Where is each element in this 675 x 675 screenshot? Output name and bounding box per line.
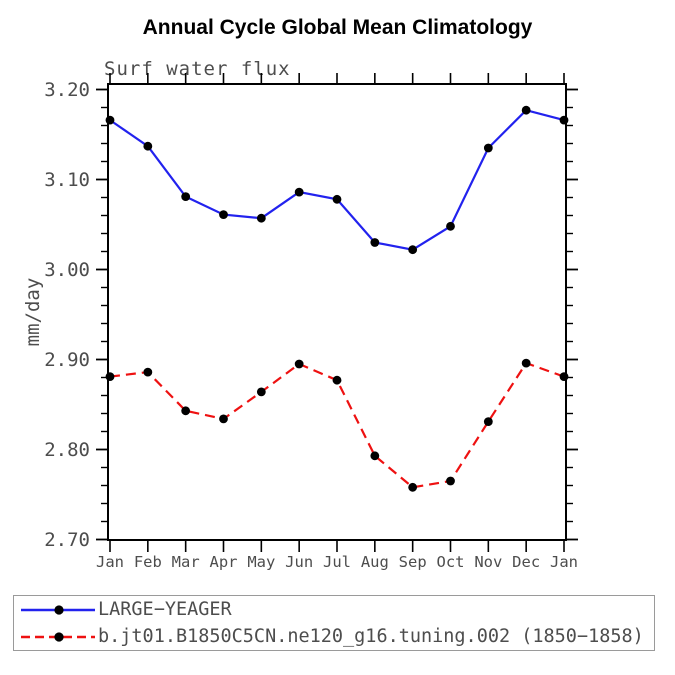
- legend-label-large-yeager: LARGE−YEAGER: [98, 599, 232, 620]
- data-point-marker: [105, 372, 115, 381]
- data-point-marker: [446, 221, 455, 231]
- x-tick-label: Aug: [361, 553, 389, 571]
- series-line: [109, 108, 565, 251]
- legend-label-tuning-run: b.jt01.B1850C5CN.ne120_g16.tuning.002 (1…: [98, 626, 644, 647]
- data-point-marker: [559, 372, 569, 381]
- legend-line-sample-solid: [21, 604, 95, 615]
- x-tick-label: Dec: [512, 553, 540, 571]
- x-tick-label: Sep: [399, 553, 427, 571]
- x-tick-label: Mar: [172, 553, 200, 571]
- data-point-marker: [219, 210, 228, 220]
- chart-title: Annual Cycle Global Mean Climatology: [142, 16, 533, 39]
- data-point-marker: [181, 192, 191, 202]
- data-point-marker: [408, 482, 418, 492]
- x-tick-label: Jan: [550, 553, 578, 571]
- data-point-marker: [256, 213, 266, 223]
- x-tick-label: Jul: [323, 553, 351, 571]
- data-point-marker: [219, 414, 228, 424]
- data-point-marker: [181, 406, 191, 416]
- data-point-marker: [332, 375, 342, 385]
- legend: LARGE−YEAGER b.jt01.B1850C5CN.ne120_g16.…: [13, 595, 655, 651]
- x-tick-label: Jun: [285, 553, 313, 571]
- data-point-marker: [370, 238, 380, 247]
- y-tick-label: 2.70: [44, 529, 90, 551]
- data-point-marker: [483, 143, 493, 153]
- data-point-marker: [408, 245, 418, 255]
- legend-line-sample-dashed: [21, 631, 95, 642]
- x-tick-label: Nov: [474, 553, 502, 571]
- y-tick-label: 3.10: [44, 169, 90, 191]
- x-tick-label: Oct: [437, 553, 465, 571]
- data-point-marker: [294, 187, 304, 197]
- data-point-marker: [105, 115, 115, 125]
- data-point-marker: [521, 105, 531, 115]
- data-point-marker: [521, 358, 531, 368]
- data-point-marker: [143, 141, 153, 151]
- x-tick-label: May: [247, 553, 275, 571]
- legend-item-tuning-run: b.jt01.B1850C5CN.ne120_g16.tuning.002 (1…: [14, 623, 654, 650]
- data-point-marker: [294, 359, 304, 369]
- chart-subtitle: Surf water flux: [104, 58, 291, 80]
- x-tick-label: Apr: [210, 553, 238, 571]
- data-point-marker: [332, 194, 342, 204]
- data-point-marker: [446, 476, 455, 486]
- y-tick-label: 2.80: [44, 439, 90, 461]
- data-point-marker: [483, 417, 493, 426]
- y-tick-label: 2.90: [44, 349, 90, 371]
- legend-item-large-yeager: LARGE−YEAGER: [14, 596, 654, 623]
- data-point-marker: [143, 367, 153, 377]
- data-point-marker: [559, 115, 569, 125]
- x-tick-label: Jan: [96, 553, 124, 571]
- y-tick-label: 3.00: [44, 259, 90, 281]
- data-point-marker: [370, 451, 380, 461]
- data-point-marker: [256, 387, 266, 397]
- y-tick-label: 3.20: [44, 79, 90, 101]
- x-tick-label: Feb: [134, 553, 162, 571]
